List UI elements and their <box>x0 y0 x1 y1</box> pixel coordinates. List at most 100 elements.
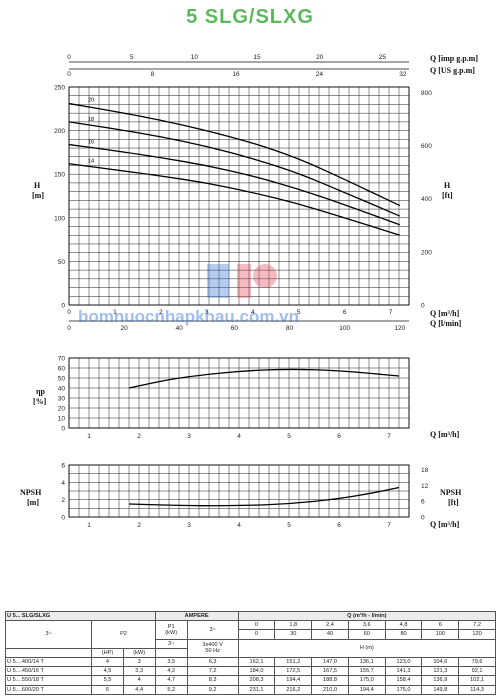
imp-tick-label: 25 <box>379 54 387 61</box>
yr-tick-label: 18 <box>421 467 429 474</box>
model-cell: U 5....400/14 T <box>4 656 93 668</box>
head-yr-unit: [ft] <box>442 191 453 200</box>
series-label: 16 <box>88 140 94 146</box>
x-tick-label: 4 <box>237 433 241 440</box>
y-tick-label: 50 <box>58 376 66 383</box>
ampere-phase: 3~ <box>186 620 239 640</box>
series-line <box>128 486 400 507</box>
head-cell: 210,0 <box>311 684 349 695</box>
ampere-cell: 8,3 <box>186 675 239 686</box>
model-cell: U 5....600/20 T <box>4 684 93 695</box>
hp-unit: (HP) <box>91 647 124 658</box>
series-label: 20 <box>88 98 94 104</box>
yr-tick-label: 0 <box>421 515 425 522</box>
p1-cell: 3,5 <box>154 656 188 668</box>
head-cell: 114,3 <box>458 684 496 695</box>
head-chart-frame <box>68 86 410 306</box>
q-m3h-cell: 4,8 <box>384 620 423 631</box>
series-line <box>128 368 400 389</box>
series-line <box>68 163 401 236</box>
table-title: U 5... SLG/SLXG <box>5 610 156 622</box>
us-tick-label: 24 <box>316 71 324 78</box>
imp-tick-label: 0 <box>67 54 71 61</box>
y-tick-label: 100 <box>54 215 65 222</box>
q-lmin-cell: 80 <box>384 629 423 640</box>
x-tick-label: 7 <box>387 522 391 529</box>
y-tick-label: 200 <box>54 128 65 135</box>
head-cell: 92,1 <box>458 666 496 677</box>
efficiency-chart-frame <box>68 357 410 429</box>
efficiency-y-label: ηp <box>36 387 46 396</box>
kw-cell: 4,4 <box>122 684 156 695</box>
us-tick-label: 16 <box>232 71 240 78</box>
q-lmin-cell: 30 <box>274 629 313 640</box>
p1-cell: 5,2 <box>154 684 188 695</box>
x-tick-label: 2 <box>137 522 141 529</box>
head-y-unit: [m] <box>32 191 44 200</box>
head-cell: 147,0 <box>311 656 349 668</box>
x-tick-label: 3 <box>187 433 191 440</box>
npsh-chart-grid <box>69 465 409 517</box>
ampere-supply-cell: 3x400 V 50 Hz <box>186 638 239 658</box>
p1-label-cell: P1 (kW) <box>154 620 188 640</box>
imp-tick-label: 15 <box>253 54 261 61</box>
head-cell: 231,1 <box>237 684 276 695</box>
head-cell: 194,4 <box>274 675 313 686</box>
x2-tick-label: 20 <box>121 325 129 332</box>
npsh-x-label: Q [m³/h] <box>430 520 460 529</box>
blank-cell <box>4 647 93 658</box>
head-cell: 184,0 <box>237 666 276 677</box>
head-cell: 194,4 <box>347 684 386 695</box>
head-cell: 216,2 <box>274 684 313 695</box>
x-tick-label: 5 <box>297 309 301 316</box>
y-tick-label: 0 <box>61 303 65 310</box>
p1-phase: 3~ <box>154 638 188 649</box>
model-cell: U 5....450/16 T <box>4 666 93 677</box>
x-tick-label: 6 <box>343 309 347 316</box>
hp-cell: 4 <box>91 656 124 668</box>
y-tick-label: 40 <box>58 386 66 393</box>
x2-tick-label: 0 <box>67 325 71 332</box>
npsh-curve <box>128 486 400 507</box>
head-cell: 208,3 <box>237 675 276 686</box>
ampere-cell: 6,3 <box>186 656 239 668</box>
head-cell: 104,6 <box>421 656 460 668</box>
yr-tick-label: 600 <box>421 143 432 150</box>
efficiency-curve <box>128 368 400 389</box>
ampere-cell: 7,2 <box>186 666 239 677</box>
table-row: U 5....550/18 T 5,5 4 4,7 8,3 208,3 194,4 188,8… <box>4 675 496 686</box>
efficiency-chart-grid <box>69 358 409 428</box>
yr-tick-label: 800 <box>421 90 432 97</box>
x-tick-label: 7 <box>387 433 391 440</box>
y-tick-label: 20 <box>58 406 66 413</box>
head-cell: 79,6 <box>458 656 496 668</box>
x2-tick-label: 40 <box>176 325 184 332</box>
imp-tick-label: 10 <box>191 54 199 61</box>
ampere-cell: 9,2 <box>186 684 239 695</box>
kw-unit: (kW) <box>122 647 156 658</box>
series-label: 14 <box>88 159 94 165</box>
q-m3h-cell: 1,8 <box>274 620 313 631</box>
head-y-label: H <box>34 181 41 190</box>
head-cell: 136,9 <box>421 675 460 686</box>
head-cell: 121,3 <box>421 666 460 677</box>
y-tick-label: 50 <box>58 259 66 266</box>
kw-cell: 4 <box>122 675 156 686</box>
x2-tick-label: 100 <box>339 325 350 332</box>
head-cell: 151,2 <box>274 656 313 668</box>
x-tick-label: 4 <box>237 522 241 529</box>
x-tick-label: 5 <box>287 433 291 440</box>
y-tick-label: 70 <box>58 356 66 363</box>
y-tick-label: 150 <box>54 172 65 179</box>
blank-cell <box>154 647 188 658</box>
p1-unit: (kW) <box>165 629 178 636</box>
y-tick-label: 6 <box>61 463 65 470</box>
y-tick-label: 0 <box>61 515 65 522</box>
q-m3h-cell: 6 <box>421 620 460 631</box>
kw-cell: 3,3 <box>122 666 156 677</box>
p1-cell: 4,2 <box>154 666 188 677</box>
efficiency-y-unit: [%] <box>33 397 47 406</box>
us-tick-label: 32 <box>399 71 407 78</box>
us-tick-label: 8 <box>151 71 155 78</box>
